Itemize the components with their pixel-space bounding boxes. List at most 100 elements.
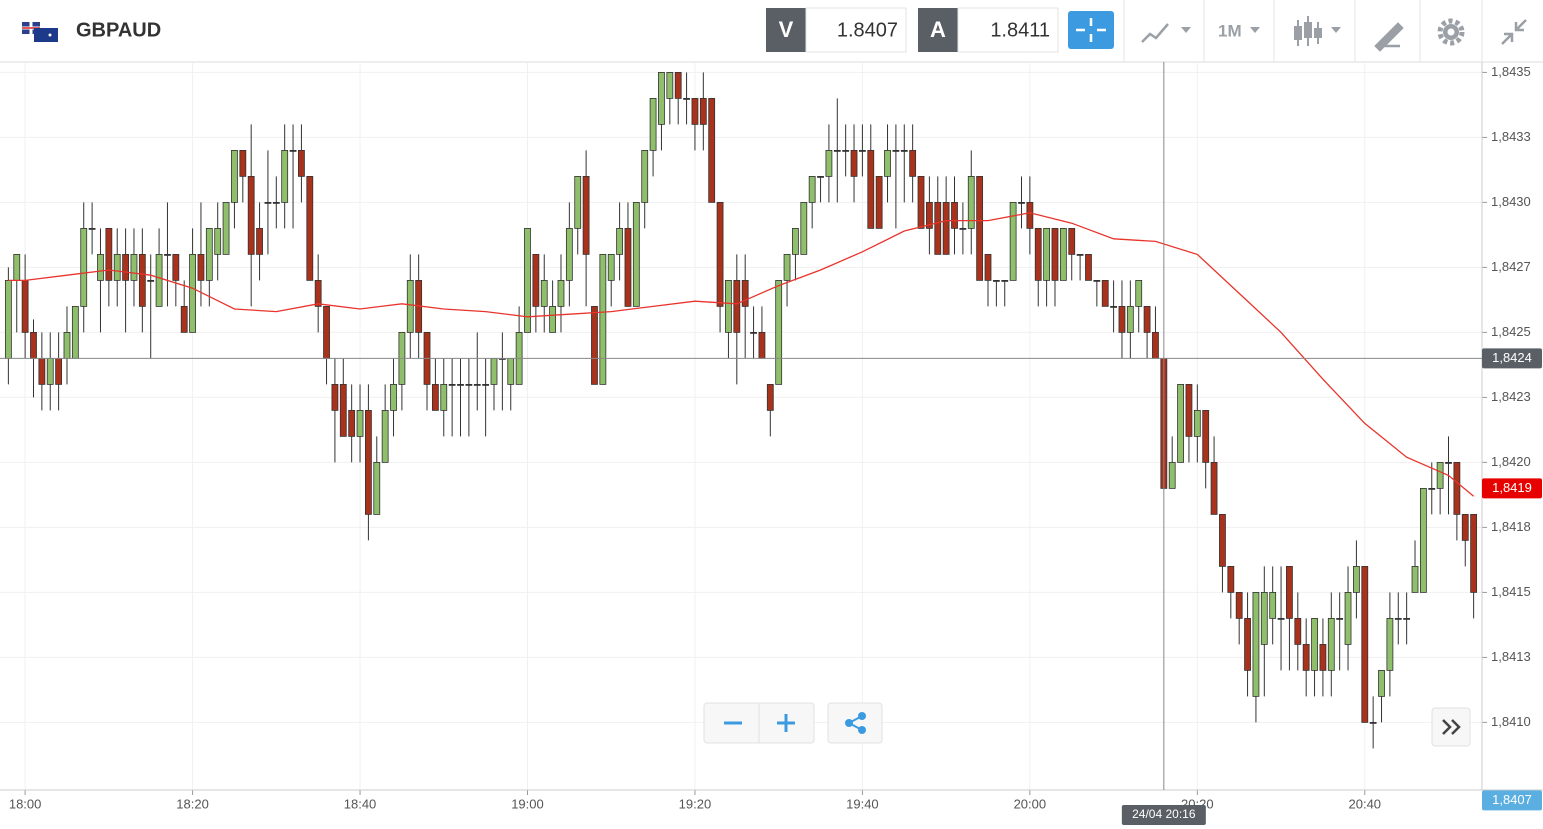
- x-tick-label: 19:40: [846, 796, 879, 811]
- candle-body: [180, 305, 188, 333]
- candle-body: [1286, 566, 1293, 619]
- candle-body: [1302, 644, 1310, 671]
- candle-body: [1386, 618, 1394, 671]
- candle-body: [557, 279, 565, 307]
- candle-body: [88, 227, 96, 230]
- candle-body: [1026, 201, 1034, 229]
- candle-body: [565, 227, 573, 281]
- candle-body: [1219, 514, 1226, 567]
- candle-body: [984, 253, 992, 281]
- candle-body: [649, 98, 657, 151]
- flag-icon: [22, 22, 58, 42]
- candle-body: [708, 98, 716, 203]
- candle-body: [1436, 461, 1444, 489]
- candle-body: [1135, 279, 1143, 307]
- candle-body: [1076, 253, 1084, 256]
- candle-body: [741, 279, 749, 307]
- candle-body: [1227, 566, 1235, 593]
- price-tag: [1482, 790, 1542, 811]
- y-tick-label: 1,8423: [1491, 389, 1531, 404]
- candle-body: [1085, 253, 1092, 281]
- candle-body: [1001, 279, 1009, 282]
- candle-body: [323, 305, 330, 359]
- candle-body: [750, 331, 757, 334]
- bid-label-bg: [766, 8, 806, 52]
- zoom-in-button[interactable]: [777, 714, 795, 732]
- candle-body: [21, 279, 29, 333]
- candle-body: [859, 149, 866, 152]
- candle-body: [1009, 201, 1017, 281]
- candle-body: [256, 227, 263, 255]
- candle-body: [55, 357, 63, 385]
- candle-body: [431, 383, 439, 411]
- candle-body: [599, 253, 607, 385]
- flag-au: [34, 28, 58, 42]
- candle-body: [222, 201, 230, 255]
- candle-body: [1445, 461, 1452, 464]
- gear-icon: [1437, 18, 1465, 46]
- y-tick-label: 1,8420: [1491, 454, 1531, 469]
- candle-body: [1034, 227, 1042, 281]
- candle-body: [356, 409, 364, 437]
- candle-body: [875, 175, 883, 229]
- share-icon: [845, 719, 853, 727]
- candle-body: [197, 253, 205, 281]
- candle-body: [172, 253, 180, 281]
- candle-body: [46, 357, 54, 385]
- candle-body: [825, 149, 833, 177]
- candle-icon: [1304, 22, 1312, 38]
- candle-body: [1378, 670, 1385, 697]
- ask-label-bg: [918, 8, 958, 52]
- candle-body: [314, 279, 322, 307]
- share-button[interactable]: [827, 702, 883, 744]
- candle-body: [909, 149, 917, 177]
- chart-type-button[interactable]: [1141, 23, 1191, 43]
- draw-tool-button[interactable]: [1374, 22, 1404, 52]
- price-tag-label: 1,8419: [1492, 480, 1532, 495]
- candle-body: [884, 149, 891, 177]
- candle-body: [164, 253, 171, 256]
- candle-body: [1344, 592, 1352, 645]
- candle-body: [917, 175, 925, 229]
- candle-body: [1168, 461, 1176, 489]
- candle-body: [683, 98, 690, 100]
- candle-body: [1361, 566, 1369, 723]
- candle-body: [381, 409, 389, 463]
- candle-body: [138, 253, 146, 307]
- candle-body: [1277, 618, 1285, 620]
- candle-body: [71, 305, 79, 359]
- candle-body: [440, 383, 448, 411]
- crosshair-button[interactable]: [1068, 11, 1114, 49]
- candle-body: [766, 383, 774, 411]
- candle-body: [507, 357, 515, 385]
- candle-icon: [1314, 28, 1322, 38]
- timeframe-button[interactable]: 1M: [1218, 21, 1260, 40]
- settings-button[interactable]: [1437, 18, 1465, 46]
- candle-style-button[interactable]: [1294, 16, 1341, 46]
- candle-body: [298, 149, 305, 177]
- y-tick-label: 1,8410: [1491, 714, 1531, 729]
- candle-body: [783, 253, 791, 281]
- gear-icon: [1447, 28, 1455, 36]
- candle-body: [1018, 201, 1025, 204]
- candle-body: [616, 227, 623, 255]
- candle-body: [155, 253, 163, 307]
- collapse-button[interactable]: [1501, 19, 1527, 45]
- candle-body: [490, 357, 498, 385]
- y-tick-label: 1,8433: [1491, 129, 1531, 144]
- candle-body: [641, 149, 649, 203]
- bid-label: V: [779, 17, 794, 42]
- crosshair-x-tag: [1121, 805, 1206, 825]
- candle-body: [1152, 331, 1159, 359]
- x-tick-label: 18:20: [176, 796, 209, 811]
- candle-body: [716, 201, 724, 307]
- candle-body: [1461, 514, 1469, 541]
- ask-box[interactable]: A 1.8411: [918, 7, 1059, 53]
- bid-box[interactable]: V 1.8407: [766, 7, 907, 53]
- candle-body: [306, 175, 314, 281]
- candle-body: [331, 383, 339, 411]
- candle-body: [725, 279, 732, 333]
- candle-body: [80, 227, 88, 307]
- candle-body: [892, 149, 900, 152]
